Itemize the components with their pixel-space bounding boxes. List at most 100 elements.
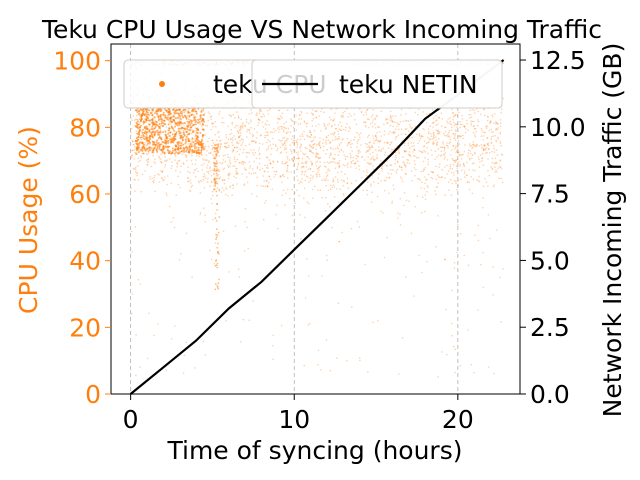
cpu-point [496,229,498,231]
cpu-point [264,134,266,137]
cpu-point [389,130,391,133]
cpu-point [275,170,278,173]
cpu-point [172,109,175,111]
cpu-point [324,210,327,212]
cpu-point [187,176,189,179]
cpu-point [185,232,188,235]
cpu-point [348,130,350,133]
cpu-point [134,166,137,169]
cpu-point [286,167,289,169]
cpu-point [392,169,394,171]
cpu-point [484,131,486,134]
cpu-point [173,152,176,155]
cpu-point [303,121,306,124]
cpu-point [452,116,455,118]
cpu-point [423,168,425,171]
y-right-axis-ticks: 0.02.55.07.510.012.5 [520,46,586,409]
cpu-point [318,142,321,144]
cpu-point [374,135,377,137]
cpu-point [494,171,497,173]
cpu-point [319,156,322,159]
cpu-point [158,149,160,151]
cpu-point [386,164,388,167]
cpu-point [240,144,242,147]
cpu-point [480,127,483,130]
cpu-point [304,146,307,149]
cpu-point [409,126,412,128]
cpu-point [455,251,458,254]
cpu-point [463,125,465,127]
cpu-point [349,143,352,146]
cpu-point [322,138,325,141]
cpu-point [377,177,380,179]
cpu-point [154,112,156,115]
cpu-point [317,364,319,366]
y-right-tick-label: 10.0 [530,113,586,142]
cpu-point [305,122,308,125]
cpu-point [202,178,205,181]
cpu-point [464,144,466,146]
cpu-point [316,110,318,112]
cpu-point [254,172,257,174]
cpu-point [146,153,148,156]
cpu-point [183,125,185,127]
cpu-point [453,115,456,117]
cpu-point [462,163,465,165]
cpu-point [266,156,269,159]
cpu-point [185,140,187,143]
cpu-point [431,122,434,125]
cpu-point [212,122,214,125]
cpu-point [183,111,185,114]
cpu-point [355,179,358,182]
cpu-point [151,177,153,180]
cpu-point [329,154,331,156]
cpu-point [347,142,350,144]
cpu-point [135,109,138,112]
cpu-point [146,163,149,166]
cpu-point [155,110,158,113]
cpu-point [467,264,470,267]
cpu-point [310,150,312,152]
cpu-point [377,126,379,128]
cpu-point [309,179,312,182]
cpu-point [210,115,213,117]
cpu-point [393,131,395,134]
cpu-point [458,111,460,113]
cpu-point [437,182,440,184]
cpu-point [283,142,286,145]
cpu-point [420,150,422,153]
cpu-point [188,121,191,124]
cpu-point [482,164,485,166]
cpu-point [198,121,201,124]
cpu-point [334,112,336,114]
cpu-point [410,127,413,130]
cpu-point [334,162,336,164]
cpu-point [471,162,474,165]
cpu-point [440,112,443,115]
cpu-point [275,145,277,147]
cpu-point [459,126,462,129]
cpu-point [135,172,138,174]
cpu-point [414,111,417,114]
cpu-point [394,147,396,150]
cpu-point [450,322,453,325]
cpu-point [372,165,374,167]
cpu-point [332,119,335,122]
cpu-point [474,145,477,148]
cpu-point [148,141,151,144]
cpu-point [229,133,231,136]
cpu-point [462,162,465,165]
cpu-point [452,118,454,121]
cpu-point [500,144,503,147]
cpu-point [313,143,315,146]
cpu-point [467,152,470,154]
cpu-point [267,113,270,115]
cpu-point [368,163,370,165]
cpu-point [136,120,139,123]
cpu-point [407,142,410,144]
cpu-point [252,140,255,143]
cpu-point [175,194,177,196]
cpu-point [189,142,192,145]
cpu-point [158,133,161,136]
cpu-point [338,240,341,243]
